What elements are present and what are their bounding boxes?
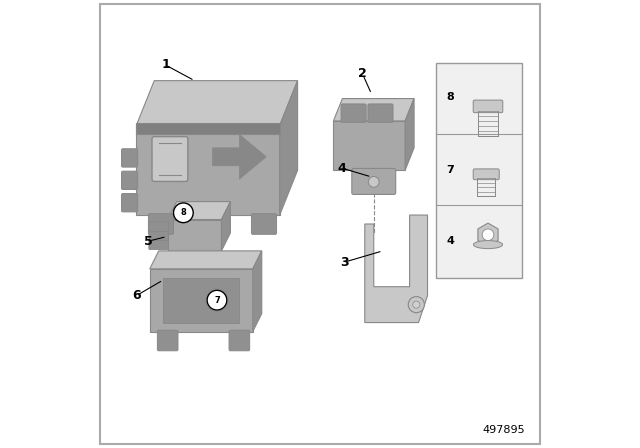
FancyBboxPatch shape: [252, 214, 276, 234]
FancyBboxPatch shape: [341, 104, 366, 122]
Text: 6: 6: [132, 289, 141, 302]
Text: 497895: 497895: [483, 425, 525, 435]
FancyBboxPatch shape: [473, 169, 499, 180]
FancyBboxPatch shape: [368, 104, 393, 122]
Text: 2: 2: [358, 67, 367, 81]
Polygon shape: [221, 202, 230, 251]
Circle shape: [206, 289, 228, 311]
Text: 7: 7: [446, 165, 454, 175]
Polygon shape: [253, 251, 262, 332]
Text: 3: 3: [340, 255, 349, 269]
Circle shape: [212, 295, 222, 306]
Text: 5: 5: [145, 234, 153, 248]
Circle shape: [482, 229, 494, 241]
Ellipse shape: [474, 241, 502, 249]
Text: 8: 8: [446, 92, 454, 102]
Polygon shape: [405, 99, 414, 170]
Polygon shape: [280, 81, 298, 215]
Polygon shape: [168, 220, 221, 251]
Polygon shape: [168, 202, 230, 220]
Polygon shape: [150, 251, 262, 269]
Polygon shape: [136, 81, 298, 125]
Circle shape: [408, 297, 424, 313]
FancyBboxPatch shape: [149, 231, 168, 241]
FancyBboxPatch shape: [229, 330, 250, 351]
Text: 4: 4: [446, 236, 454, 246]
FancyBboxPatch shape: [152, 137, 188, 181]
Polygon shape: [136, 125, 280, 215]
Text: 8: 8: [180, 208, 186, 217]
FancyBboxPatch shape: [100, 4, 540, 444]
Polygon shape: [365, 215, 428, 323]
Polygon shape: [333, 99, 414, 121]
FancyBboxPatch shape: [352, 168, 396, 194]
FancyBboxPatch shape: [436, 63, 522, 278]
FancyBboxPatch shape: [122, 171, 138, 190]
FancyBboxPatch shape: [473, 100, 503, 112]
FancyBboxPatch shape: [149, 240, 168, 250]
Circle shape: [413, 301, 420, 308]
FancyBboxPatch shape: [122, 149, 138, 167]
Polygon shape: [212, 134, 266, 179]
FancyBboxPatch shape: [122, 194, 138, 212]
FancyBboxPatch shape: [163, 278, 239, 323]
Circle shape: [369, 177, 379, 187]
Polygon shape: [150, 269, 253, 332]
Circle shape: [207, 290, 227, 310]
FancyBboxPatch shape: [148, 214, 173, 234]
FancyBboxPatch shape: [136, 123, 280, 134]
Text: 7: 7: [214, 296, 220, 305]
FancyBboxPatch shape: [149, 222, 168, 232]
Text: 1: 1: [161, 58, 170, 72]
FancyBboxPatch shape: [157, 330, 178, 351]
Circle shape: [173, 203, 193, 223]
Text: 4: 4: [337, 161, 346, 175]
Polygon shape: [333, 121, 405, 170]
